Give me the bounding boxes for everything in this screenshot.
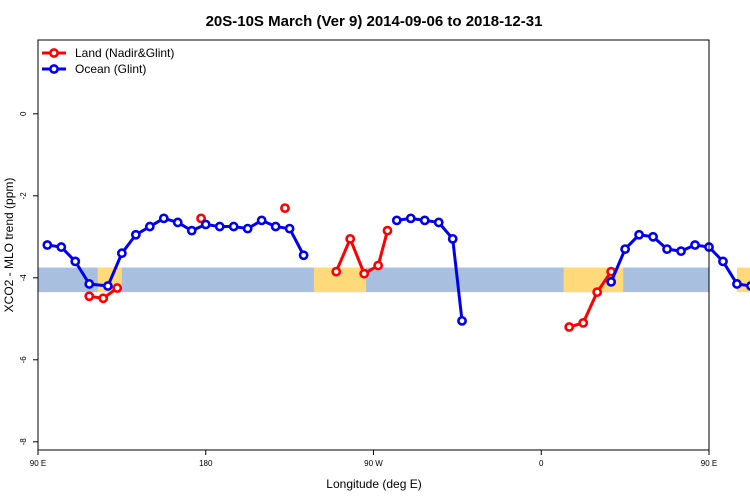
series-line (568, 270, 613, 329)
y-axis-label: XCO2 - MLO trend (ppm) (2, 178, 16, 313)
data-point (746, 281, 750, 291)
data-point (405, 213, 416, 224)
y-tick-label: -4 (19, 274, 28, 282)
data-point (648, 231, 658, 242)
data-point (196, 213, 206, 224)
legend-marker (49, 64, 59, 74)
legend-marker (49, 48, 59, 58)
data-point (112, 283, 123, 293)
map-strip (38, 267, 750, 293)
data-point (98, 293, 109, 304)
data-point (433, 217, 444, 228)
data-point (331, 266, 342, 277)
data-point (662, 244, 672, 254)
data-point (228, 221, 239, 232)
plot-frame (37, 39, 710, 451)
data-point (242, 223, 253, 234)
data-point (186, 225, 197, 236)
legend-entry: Ocean (Glint) (75, 62, 146, 76)
data-point (280, 203, 290, 213)
x-tick-label: 90 E (701, 459, 717, 468)
data-point (214, 221, 225, 232)
data-point (172, 217, 183, 228)
x-axis: 90 E 180 90 W 0 90 E (30, 450, 717, 468)
y-axis: 0 -2 -4 -6 -8 (19, 111, 38, 445)
chart-title: 20S-10S March (Ver 9) 2014-09-06 to 2018… (206, 13, 543, 30)
data-point (457, 315, 467, 326)
data-point (373, 260, 384, 271)
data-point (419, 215, 430, 226)
data-point (298, 250, 309, 261)
data-point (732, 279, 742, 289)
series-layer (42, 203, 750, 332)
data-point (42, 240, 53, 250)
x-axis-label: Longitude (deg E) (326, 477, 421, 491)
data-point (130, 229, 141, 240)
data-point (102, 281, 113, 291)
legend: Land (Nadir&Glint) Ocean (Glint) (42, 46, 174, 76)
data-point (116, 248, 127, 259)
data-point (620, 244, 631, 254)
data-point (634, 229, 645, 240)
data-point (359, 268, 370, 279)
x-tick-label: 180 (199, 459, 213, 468)
data-point (144, 221, 155, 232)
y-tick-label: -8 (19, 438, 28, 446)
y-tick-label: 0 (19, 111, 28, 116)
data-point (676, 246, 686, 257)
data-point (84, 291, 95, 302)
data-point (256, 215, 267, 226)
legend-entry: Land (Nadir&Glint) (75, 46, 174, 60)
data-point (391, 215, 402, 226)
data-point (606, 276, 617, 287)
data-point (690, 240, 700, 250)
data-point (382, 225, 393, 236)
x-tick-label: 0 (539, 459, 544, 468)
x-tick-label: 90 W (364, 459, 383, 468)
data-point (447, 233, 458, 244)
data-point (718, 256, 728, 267)
data-point (592, 287, 603, 298)
data-point (345, 233, 356, 244)
data-point (564, 322, 575, 332)
data-point (284, 223, 295, 234)
y-tick-label: -6 (19, 356, 28, 364)
x-tick-label: 90 E (30, 459, 46, 468)
data-point (578, 317, 589, 328)
data-point (70, 256, 81, 267)
data-point (56, 242, 67, 252)
y-tick-label: -2 (19, 192, 28, 200)
data-point (270, 221, 281, 232)
data-point (200, 219, 211, 230)
data-point (158, 213, 169, 224)
data-point (84, 279, 95, 289)
